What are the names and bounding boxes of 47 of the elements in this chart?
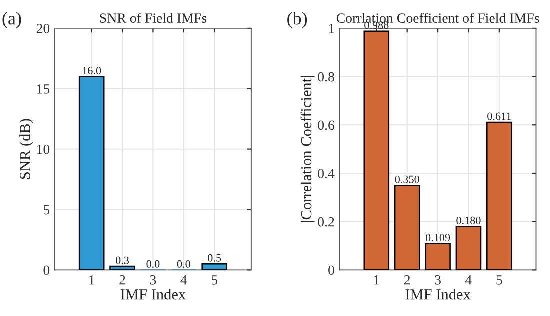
data-label: 16.0 xyxy=(83,67,102,75)
x-tick-label: 1 xyxy=(374,276,380,285)
data-label: 0.180 xyxy=(456,216,481,224)
bar xyxy=(364,30,390,270)
bar xyxy=(110,266,136,270)
data-label: 0.109 xyxy=(426,234,450,242)
data-label: 0.0 xyxy=(146,260,160,268)
bar xyxy=(486,122,512,270)
y-tick-label: 0 xyxy=(44,266,50,276)
x-tick-label: 4 xyxy=(180,276,188,285)
bar xyxy=(456,226,482,270)
x-tick-label: 2 xyxy=(120,275,126,285)
data-label: 0.988 xyxy=(364,22,389,30)
y-axis-title: |Correlation Coefficient| xyxy=(300,76,315,222)
x-tick-label: 4 xyxy=(466,276,472,285)
x-tick-label: 5 xyxy=(212,276,218,285)
x-tick-label: 3 xyxy=(435,275,441,285)
data-label: 0.611 xyxy=(488,112,512,120)
chart-title: Corrlation Coefficient of Field IMFs xyxy=(336,13,540,24)
x-axis-title: IMF Index xyxy=(406,289,471,300)
bar xyxy=(202,264,228,270)
bar xyxy=(78,76,105,270)
y-tick-label: 0.8 xyxy=(318,72,334,82)
data-label: 0.0 xyxy=(177,260,190,268)
chart-title: SNR of Field IMFs xyxy=(100,13,207,24)
data-label: 0.3 xyxy=(116,256,130,264)
bar xyxy=(425,243,451,270)
x-tick-label: 1 xyxy=(90,276,94,285)
x-tick-label: 2 xyxy=(404,275,410,285)
y-tick-label: 15 xyxy=(37,84,50,94)
data-label: 0.350 xyxy=(395,176,420,184)
x-tick-label: 3 xyxy=(150,275,156,285)
y-tick-label: 0.4 xyxy=(318,169,335,178)
bar xyxy=(394,184,420,270)
x-tick-label: 5 xyxy=(496,276,502,285)
text: (a) xyxy=(2,12,22,28)
y-tick-label: 0.2 xyxy=(318,217,334,227)
x-axis-title: IMF Index xyxy=(120,289,186,300)
y-tick-label: 1 xyxy=(329,24,334,34)
text: (b) xyxy=(288,12,308,28)
y-tick-label: 5 xyxy=(44,205,50,215)
y-tick-label: 0.6 xyxy=(318,120,335,130)
y-tick-label: 20 xyxy=(36,24,50,34)
data-label: 0.5 xyxy=(208,254,222,262)
y-tick-label: 0 xyxy=(328,266,334,276)
y-axis-title: SNR (dB) xyxy=(20,119,34,180)
y-tick-label: 10 xyxy=(37,144,50,154)
